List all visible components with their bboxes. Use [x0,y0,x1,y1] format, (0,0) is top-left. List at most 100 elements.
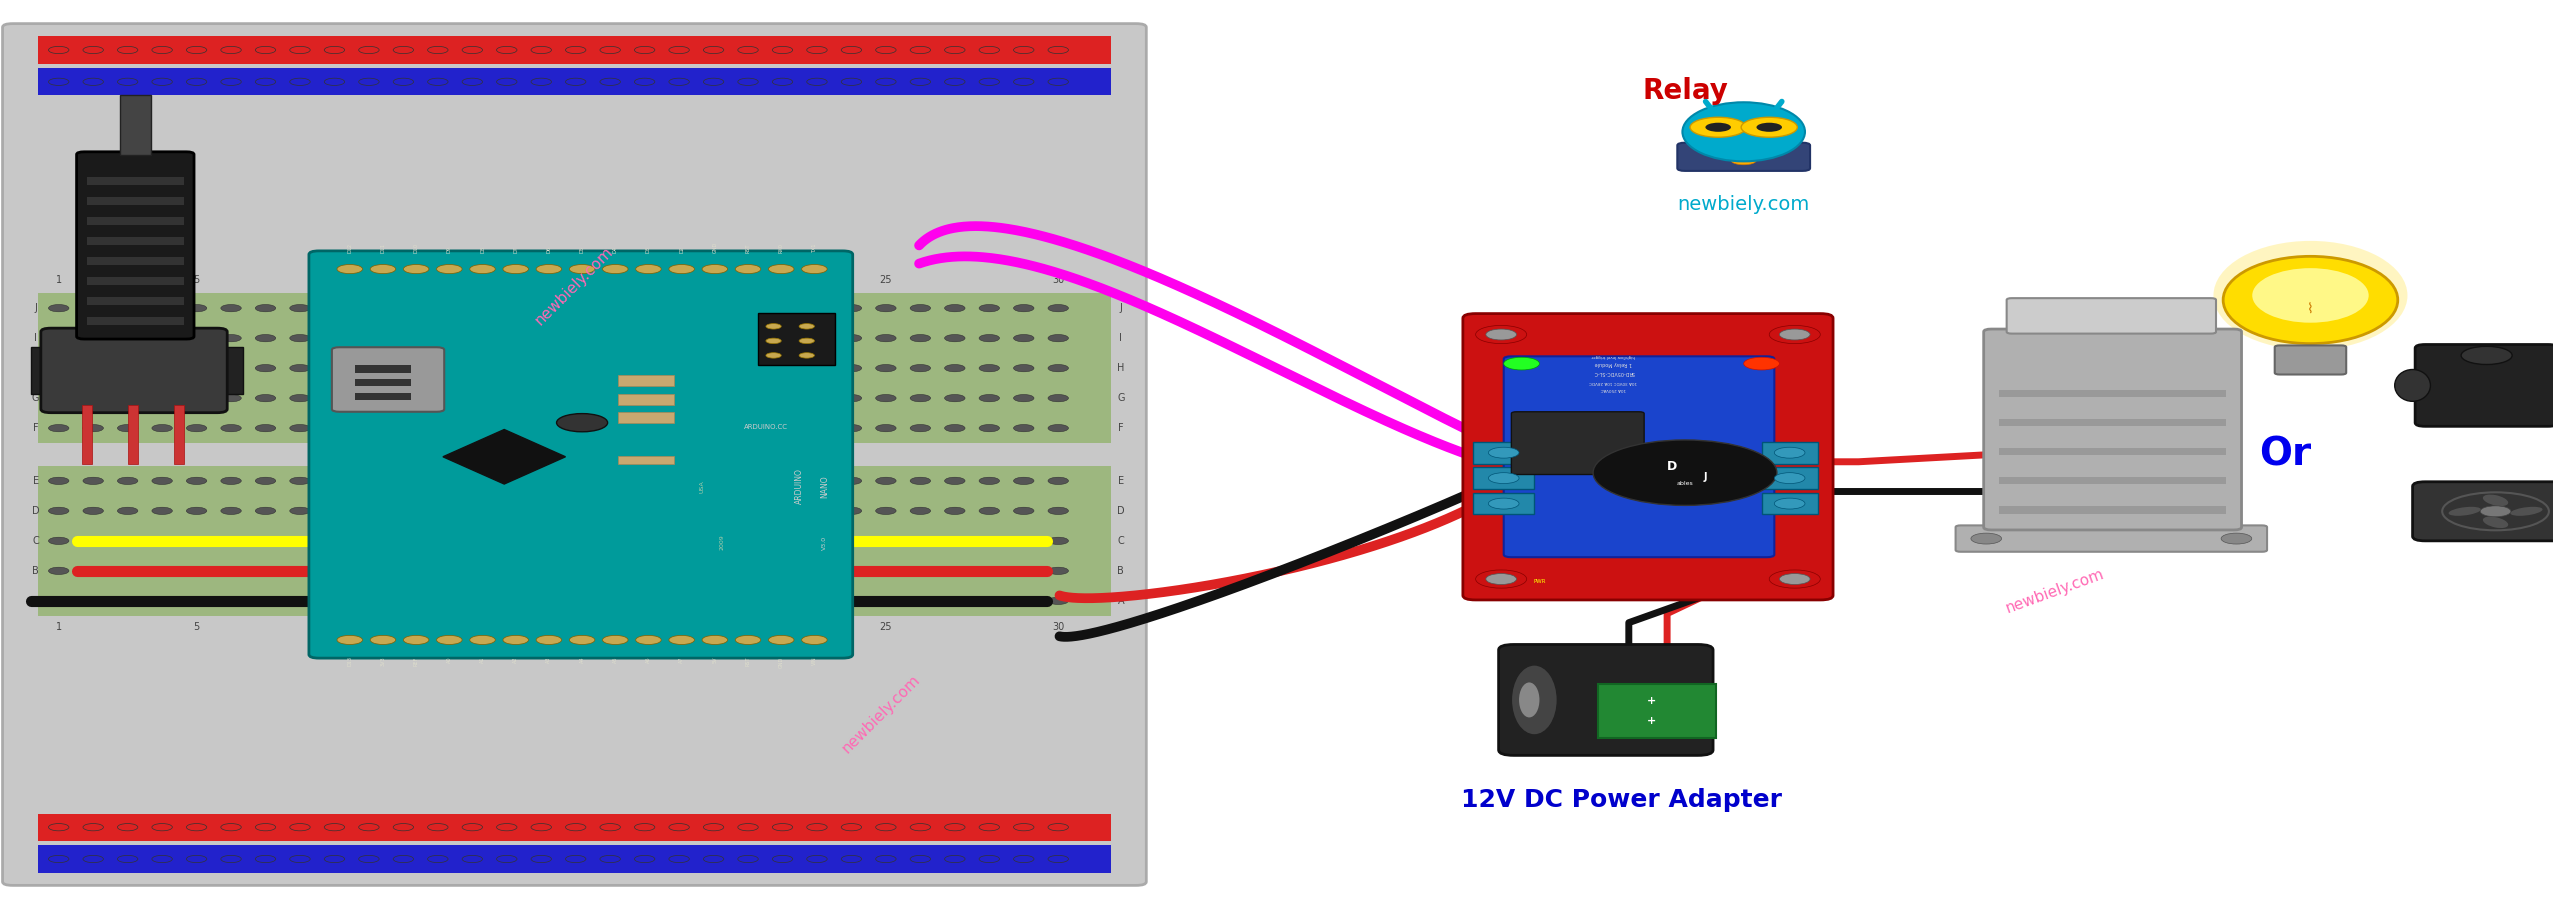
Text: D: D [1118,505,1123,516]
Circle shape [393,477,414,484]
Text: D4: D4 [613,245,618,253]
Circle shape [393,335,414,342]
Circle shape [2479,505,2512,516]
Text: newbiely.com: newbiely.com [534,245,615,328]
Bar [87,297,184,305]
Circle shape [705,395,725,402]
Text: newbiely.com: newbiely.com [2004,566,2106,615]
Circle shape [911,567,932,574]
FancyBboxPatch shape [1762,493,1818,514]
Text: B: B [33,565,38,576]
Circle shape [669,305,689,312]
Circle shape [531,78,551,85]
Bar [1999,506,2226,514]
Circle shape [462,78,483,85]
Circle shape [462,477,483,484]
Circle shape [1014,335,1034,342]
Text: D5: D5 [580,245,585,253]
Circle shape [1014,305,1034,312]
Circle shape [702,265,728,274]
Circle shape [393,425,414,432]
Ellipse shape [2484,494,2507,506]
Circle shape [324,567,345,574]
Circle shape [1049,507,1070,514]
Circle shape [978,855,1001,863]
Circle shape [771,395,794,402]
Ellipse shape [2224,256,2397,344]
Circle shape [876,567,896,574]
Circle shape [186,477,207,484]
Circle shape [978,425,1001,432]
Circle shape [807,78,827,85]
Circle shape [636,855,654,863]
Circle shape [600,78,620,85]
Circle shape [1774,473,1805,484]
Circle shape [978,507,1001,514]
Circle shape [799,338,814,344]
Circle shape [82,365,102,372]
Circle shape [564,78,585,85]
Circle shape [426,365,449,372]
Circle shape [324,365,345,372]
FancyArrowPatch shape [1705,102,1711,109]
Circle shape [876,855,896,863]
Bar [120,95,151,155]
Circle shape [945,365,965,372]
Circle shape [117,477,138,484]
Circle shape [220,855,240,863]
Circle shape [1014,824,1034,831]
Circle shape [569,635,595,644]
Circle shape [495,824,516,831]
Circle shape [636,597,654,604]
Circle shape [49,507,69,514]
Circle shape [945,597,965,604]
Circle shape [799,324,814,329]
Bar [38,845,1111,873]
Circle shape [288,824,309,831]
Text: 5: 5 [194,622,199,632]
Circle shape [771,507,794,514]
Circle shape [766,338,781,344]
Circle shape [738,824,758,831]
Circle shape [705,335,725,342]
Circle shape [945,824,965,831]
Bar [87,317,184,325]
Circle shape [1014,365,1034,372]
Circle shape [288,425,309,432]
Circle shape [978,567,1001,574]
Circle shape [669,477,689,484]
Circle shape [600,305,620,312]
Circle shape [462,46,483,54]
Circle shape [49,425,69,432]
Circle shape [1049,365,1070,372]
Circle shape [911,305,932,312]
Circle shape [1779,574,1810,584]
Circle shape [945,425,965,432]
Circle shape [82,855,102,863]
Circle shape [531,824,551,831]
Text: D6: D6 [546,245,551,253]
Bar [217,347,243,394]
Circle shape [945,46,965,54]
Circle shape [876,824,896,831]
Text: GND: GND [712,242,717,253]
FancyBboxPatch shape [1984,329,2242,530]
Text: +: + [1647,716,1657,726]
Circle shape [669,507,689,514]
Circle shape [495,395,516,402]
Circle shape [564,46,585,54]
Circle shape [288,537,309,544]
Circle shape [462,365,483,372]
Circle shape [255,395,276,402]
Circle shape [393,507,414,514]
Circle shape [600,537,620,544]
FancyBboxPatch shape [1956,525,2267,552]
Circle shape [255,537,276,544]
Bar [618,394,674,405]
Circle shape [220,425,240,432]
Bar [31,347,56,394]
Circle shape [426,537,449,544]
Circle shape [255,305,276,312]
Circle shape [564,365,585,372]
Circle shape [669,597,689,604]
